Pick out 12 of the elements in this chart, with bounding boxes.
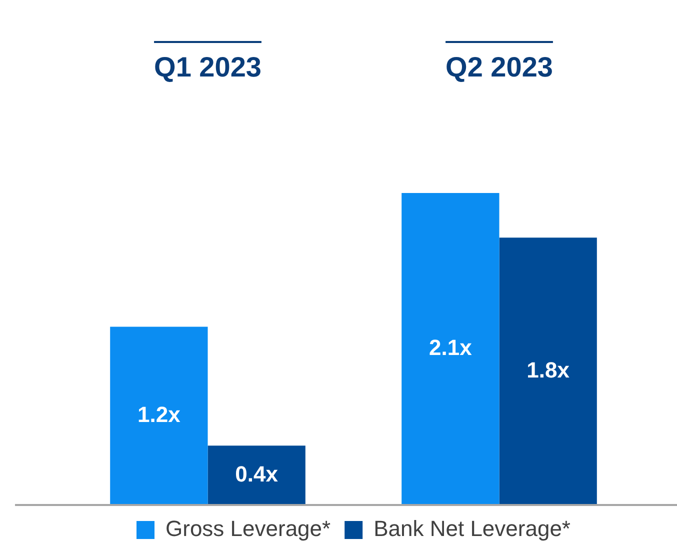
data-label: 2.1x	[429, 335, 473, 360]
x-tick-label: Q1 2023	[154, 52, 262, 83]
bar	[110, 326, 208, 505]
data-label: 0.4x	[235, 461, 279, 486]
bar	[499, 238, 597, 505]
bar	[402, 193, 500, 505]
legend-label: Gross Leverage*	[166, 516, 332, 542]
x-tick-label: Q2 2023	[446, 52, 553, 83]
data-label: 1.8x	[526, 357, 570, 382]
data-label: 1.2x	[138, 402, 182, 427]
bar	[208, 446, 306, 505]
legend-label: Bank Net Leverage*	[374, 516, 571, 542]
